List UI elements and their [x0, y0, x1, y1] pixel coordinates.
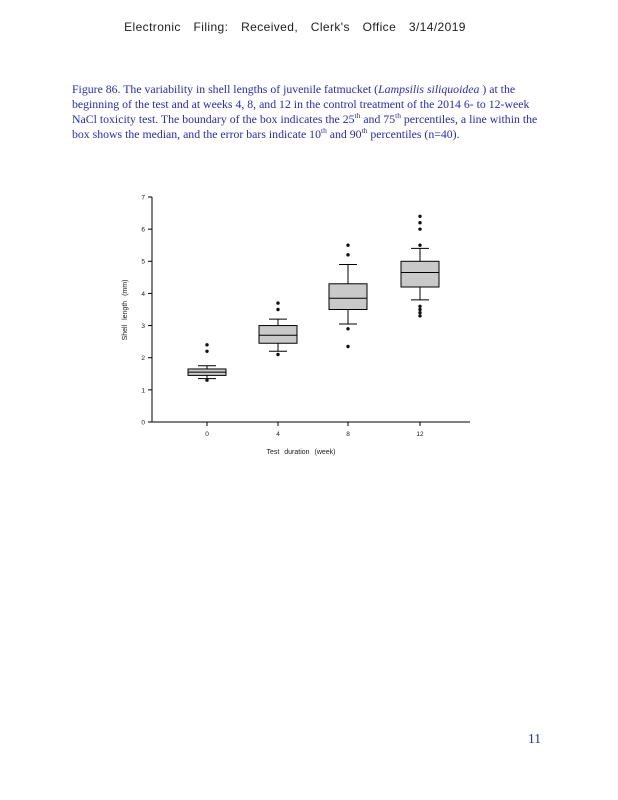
outlier-dot [418, 214, 422, 218]
outlier-dot [418, 311, 422, 315]
ordinal-suffix: th [320, 126, 327, 136]
ordinal-suffix: th [354, 111, 361, 121]
box-group-week-0 [187, 343, 227, 382]
box-group-week-4 [258, 301, 298, 357]
filing-header: Electronic Filing: Received, Clerk's Off… [124, 20, 466, 34]
y-tick-label: 4 [141, 291, 145, 298]
outlier-dot [418, 243, 422, 247]
outlier-dot [418, 314, 422, 318]
x-tick-label: 4 [276, 431, 280, 438]
x-axis-title: Test duration (week) [266, 449, 335, 456]
caption-text-1: Figure 86. The variability in shell leng… [72, 81, 379, 96]
y-tick-label: 3 [141, 323, 145, 330]
box-group-week-8 [328, 243, 368, 349]
outlier-dot [205, 378, 209, 382]
outlier-dot [418, 307, 422, 312]
outlier-dot [276, 301, 280, 305]
ordinal-suffix: th [395, 111, 401, 121]
y-axis-title: Shell length (mm) [122, 280, 129, 341]
y-tick-label: 6 [141, 227, 145, 234]
boxplot-figure: 0 1 2 3 4 5 6 7 0 4 8 12 Shell length (mm) Test durat… [105, 188, 505, 488]
y-tick-label: 7 [141, 194, 145, 201]
x-tick-label: 0 [205, 431, 209, 438]
outlier-dot [205, 349, 209, 353]
y-tick-label: 5 [141, 259, 145, 266]
outlier-dot [346, 344, 350, 349]
x-tick-label: 12 [416, 431, 424, 438]
x-tick-label: 8 [346, 431, 350, 438]
outlier-dot [346, 243, 350, 247]
box-rect [258, 325, 298, 344]
box-rect [400, 260, 440, 288]
caption-text-5: and 90 [326, 127, 362, 142]
page-number: 11 [528, 731, 541, 746]
species-name: Lampsilis siliquoidea [378, 81, 480, 96]
outlier-dot [346, 253, 350, 257]
caption-text-3: and 75 [360, 111, 396, 126]
caption-text-2: ) at the beginning of the test and at we… [72, 81, 530, 126]
y-tick-label: 2 [141, 355, 145, 362]
figure-caption: Figure 86. The variability in shell leng… [72, 82, 554, 142]
caption-text-4: percentiles, a line within the box shows… [72, 111, 538, 142]
outlier-dot [418, 304, 422, 308]
outlier-dot [418, 221, 422, 225]
outlier-dot [276, 307, 280, 312]
caption-text-6: percentiles (n=40). [367, 127, 460, 142]
box-rect [328, 283, 368, 310]
outlier-dot [418, 227, 422, 231]
outlier-dot [205, 343, 209, 347]
box-group-week-12 [400, 214, 440, 318]
ordinal-suffix: th [361, 126, 368, 136]
outlier-dot [346, 327, 350, 331]
y-tick-label: 0 [141, 419, 145, 426]
outlier-dot [276, 352, 280, 357]
y-tick-label: 1 [141, 387, 145, 394]
